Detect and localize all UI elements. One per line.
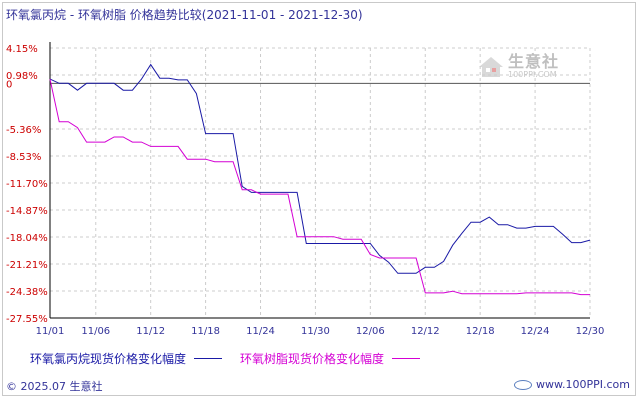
y-tick-label: -8.53%	[6, 152, 41, 163]
y-tick-label: -11.70%	[6, 179, 48, 190]
series-line-1	[49, 63, 591, 274]
y-tick-label: -27.55%	[6, 314, 48, 325]
x-tick-label: 11/12	[136, 326, 165, 337]
x-tick-label: 11/01	[36, 326, 65, 337]
date-range: (2021-11-01 - 2021-12-30)	[201, 8, 363, 22]
y-tick-label: -21.21%	[6, 260, 48, 271]
y-tick-label: -5.36%	[6, 125, 41, 136]
y-tick-label: 0	[6, 79, 12, 90]
legend-label-2: 环氧树脂现货价格变化幅度	[240, 352, 385, 366]
site-logo-icon	[514, 379, 533, 390]
x-tick-label: 11/24	[246, 326, 275, 337]
x-tick-label: 11/06	[81, 326, 110, 337]
legend-swatch-1	[194, 358, 223, 359]
y-tick-label: -14.87%	[6, 206, 48, 217]
y-tick-label: -24.38%	[6, 287, 48, 298]
legend-swatch-2	[392, 358, 421, 359]
footer-site: www.100PPI.com	[514, 378, 630, 391]
legend-label-1: 环氧氯丙烷现货价格变化幅度	[30, 352, 187, 366]
x-tick-label: 12/06	[356, 326, 385, 337]
watermark-name: 生意社	[508, 52, 560, 71]
watermark-url: 100PPI.COM	[508, 69, 557, 79]
house-icon	[479, 56, 503, 77]
x-tick-label: 12/12	[411, 326, 440, 337]
chart-title: 环氧氯丙烷 - 环氧树脂 价格趋势比较(2021-11-01 - 2021-12…	[6, 6, 363, 23]
x-tick-label: 12/18	[466, 326, 495, 337]
x-tick-label: 11/18	[191, 326, 220, 337]
footer-copyright: © 2025.07 生意社	[6, 380, 103, 393]
chart-frame	[2, 2, 636, 396]
x-tick-label: 12/24	[521, 326, 550, 337]
legend-series-1: 环氧氯丙烷现货价格变化幅度	[30, 350, 223, 367]
y-tick-label: 0.98%	[6, 71, 38, 82]
x-tick-label: 11/30	[301, 326, 330, 337]
watermark-logo: 生意社 100PPI.COM	[478, 52, 560, 79]
legend-series-2: 环氧树脂现货价格变化幅度	[240, 350, 421, 367]
title-text: 环氧氯丙烷 - 环氧树脂 价格趋势比较	[6, 8, 202, 22]
y-tick-label: 4.15%	[6, 44, 38, 55]
footer-site-link[interactable]: www.100PPI.com	[536, 378, 630, 391]
x-tick-label: 12/30	[576, 326, 605, 337]
series-line-2	[49, 78, 590, 296]
y-tick-label: -18.04%	[6, 233, 48, 244]
